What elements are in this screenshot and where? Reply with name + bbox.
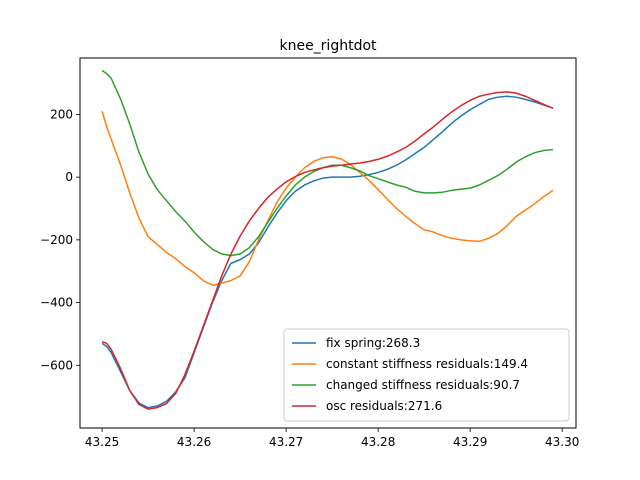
legend-label-1: constant stiffness residuals:149.4	[326, 357, 528, 371]
x-tick-label: 43.28	[361, 435, 395, 449]
legend-label-2: changed stiffness residuals:90.7	[326, 378, 520, 392]
series-line-3	[101, 91, 554, 410]
x-tick-label: 43.27	[269, 435, 303, 449]
chart-title: knee_rightdot	[279, 38, 377, 54]
x-axis: 43.25 43.26 43.27 43.28 43.29 43.30	[85, 428, 579, 449]
y-tick-label: 0	[65, 170, 73, 184]
y-tick-label: 200	[50, 107, 73, 121]
legend: fix spring:268.3 constant stiffness resid…	[283, 328, 570, 422]
x-tick-label: 43.26	[177, 435, 211, 449]
x-tick-label: 43.29	[453, 435, 487, 449]
x-tick-label: 43.25	[85, 435, 119, 449]
plot-frame	[79, 57, 577, 429]
legend-box	[283, 328, 570, 422]
x-tick-label: 43.30	[545, 435, 579, 449]
series-line-0	[101, 95, 554, 409]
y-tick-label: −200	[40, 233, 73, 247]
plot-area	[101, 69, 554, 410]
legend-label-0: fix spring:268.3	[326, 336, 420, 350]
series-line-1	[101, 111, 554, 287]
y-tick-label: −400	[40, 296, 73, 310]
y-axis: −600 −400 −200 0 200	[40, 107, 80, 372]
legend-label-3: osc residuals:271.6	[326, 399, 442, 413]
y-tick-label: −600	[40, 358, 73, 372]
